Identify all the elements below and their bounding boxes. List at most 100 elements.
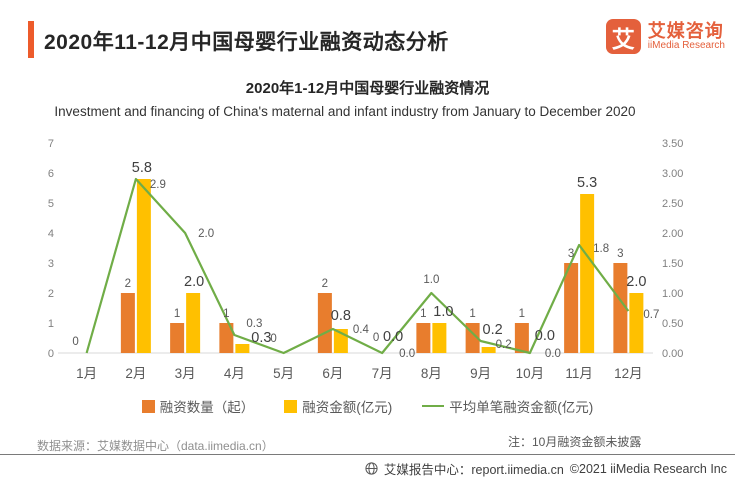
label-financing-amount: 0.3 (251, 330, 271, 346)
label-average-amount: 0.3 (246, 318, 262, 330)
chart-legend: 融资数量（起） 融资金额(亿元) 平均单笔融资金额(亿元) (0, 396, 735, 416)
x-axis-label: 9月 (470, 366, 491, 381)
label-average-amount: 2.0 (198, 228, 214, 240)
y-axis-right-tick: 2.00 (662, 228, 683, 240)
x-axis-label: 6月 (322, 366, 343, 381)
bar-financing-count (416, 323, 431, 353)
october-disclosure-note: 注：10月融资金额未披露 (508, 435, 642, 449)
average-financing-line (85, 177, 630, 355)
x-axis-label: 7月 (372, 366, 393, 381)
legend-label-amount: 融资金额(亿元) (302, 400, 393, 415)
y-axis-left-tick: 4 (48, 228, 54, 240)
label-financing-amount: 0.2 (483, 322, 503, 338)
legend-swatch-amount (284, 399, 298, 413)
label-financing-count: 3 (568, 248, 574, 260)
data-source-note: 数据来源：艾媒数据中心（data.iimedia.cn） (37, 439, 274, 453)
logo-name-cn: 艾媒咨询 (647, 20, 724, 41)
x-axis-label: 4月 (224, 366, 245, 381)
combo-chart: 012345670.000.501.001.502.002.503.003.50… (48, 138, 684, 381)
x-axis-label: 10月 (516, 366, 545, 381)
label-financing-count: 1 (420, 308, 426, 320)
y-axis-left-tick: 0 (48, 348, 54, 360)
bar-financing-count (514, 323, 529, 353)
bar-financing-amount (136, 179, 151, 353)
label-financing-amount: 0.0 (383, 329, 403, 345)
chart-title: 2020年1-12月中国母婴行业融资情况 (245, 80, 490, 97)
x-axis-label: 12月 (614, 366, 643, 381)
x-axis-label: 2月 (125, 366, 146, 381)
label-average-amount: 0 (72, 336, 78, 348)
bar-financing-count (613, 263, 628, 353)
bar-financing-count (564, 263, 579, 353)
bar-financing-amount (186, 293, 201, 353)
label-average-amount: 0.4 (353, 324, 370, 336)
label-financing-amount: 0.8 (331, 308, 351, 324)
label-financing-count: 1 (223, 308, 229, 320)
bar-financing-count (317, 293, 332, 353)
y-axis-right-tick: 1.00 (662, 288, 683, 300)
bar-financing-amount (432, 323, 447, 353)
copyright-text: ©2021 iiMedia Research Inc (569, 461, 727, 476)
x-axis-label: 11月 (565, 366, 593, 381)
iimedia-logo-icon: 艾 (605, 19, 641, 54)
logo-name-en: iiMedia Research (647, 39, 725, 51)
label-financing-amount: 0.0 (535, 328, 555, 344)
y-axis-left-tick: 2 (48, 288, 54, 300)
y-axis-right-tick: 0.50 (662, 318, 683, 330)
footer-divider (0, 454, 735, 455)
legend-item-financing-amount: 融资金额(亿元) (284, 396, 392, 416)
label-financing-amount: 5.8 (132, 160, 152, 176)
label-average-amount: 0.0 (545, 348, 561, 360)
label-financing-amount: 1.0 (433, 304, 453, 320)
x-axis-label: 8月 (421, 366, 442, 381)
label-financing-count: 0 (373, 332, 379, 344)
bar-financing-amount (481, 347, 496, 353)
label-financing-count: 1 (469, 308, 475, 320)
bar-financing-count (120, 293, 135, 353)
x-axis-label: 1月 (76, 366, 97, 381)
report-center-link: 艾媒报告中心：report.iimedia.cn (383, 463, 564, 477)
bar-financing-amount (629, 293, 644, 353)
page-title: 2020年11-12月中国母婴行业融资动态分析 (44, 31, 449, 54)
label-average-amount: 0.2 (496, 339, 512, 351)
label-financing-count: 3 (617, 248, 623, 260)
y-axis-left-tick: 7 (48, 138, 54, 150)
legend-swatch-count (141, 399, 155, 413)
legend-item-average-amount: 平均单笔融资金额(亿元) (422, 396, 593, 416)
y-axis-right-tick: 2.50 (662, 198, 683, 210)
y-axis-left-tick: 6 (48, 168, 54, 180)
label-financing-amount: 2.0 (626, 274, 646, 290)
label-average-amount: 2.9 (150, 179, 166, 191)
bar-financing-amount (580, 194, 595, 353)
label-average-amount: 1.0 (423, 274, 439, 286)
footer: 艾媒报告中心：report.iimedia.cn ©2021 iiMedia R… (365, 459, 727, 478)
legend-item-financing-count: 融资数量（起） (141, 396, 255, 416)
iimedia-logo: 艾 艾媒咨询 iiMedia Research (605, 19, 725, 54)
y-axis-right-tick: 3.50 (662, 138, 683, 150)
x-axis-label: 5月 (273, 366, 294, 381)
label-financing-count: 2 (322, 278, 328, 290)
legend-swatch-average-line (422, 404, 445, 408)
y-axis-left-tick: 1 (48, 318, 54, 330)
label-financing-amount: 2.0 (184, 274, 204, 290)
label-average-amount: 1.8 (593, 243, 609, 255)
y-axis-right-tick: 0.00 (662, 348, 683, 360)
label-financing-count: 2 (125, 278, 131, 290)
x-axis-label: 3月 (175, 366, 196, 381)
y-axis-right-tick: 3.00 (662, 168, 683, 180)
bar-financing-count (219, 323, 234, 353)
legend-label-count: 融资数量（起） (159, 400, 255, 415)
label-average-amount: 0 (270, 333, 276, 345)
y-axis-left-tick: 3 (48, 258, 54, 270)
chart-subtitle: Investment and financing of China's mate… (54, 104, 636, 119)
label-average-amount: 0.0 (399, 348, 415, 360)
label-financing-count: 1 (174, 308, 180, 320)
globe-icon (365, 462, 378, 475)
label-financing-amount: 5.3 (577, 175, 597, 191)
legend-label-average: 平均单笔融资金额(亿元) (449, 400, 594, 415)
bar-financing-amount (235, 344, 250, 353)
label-financing-count: 1 (519, 308, 525, 320)
label-average-amount: 0.7 (643, 309, 659, 321)
y-axis-left-tick: 5 (48, 198, 54, 210)
